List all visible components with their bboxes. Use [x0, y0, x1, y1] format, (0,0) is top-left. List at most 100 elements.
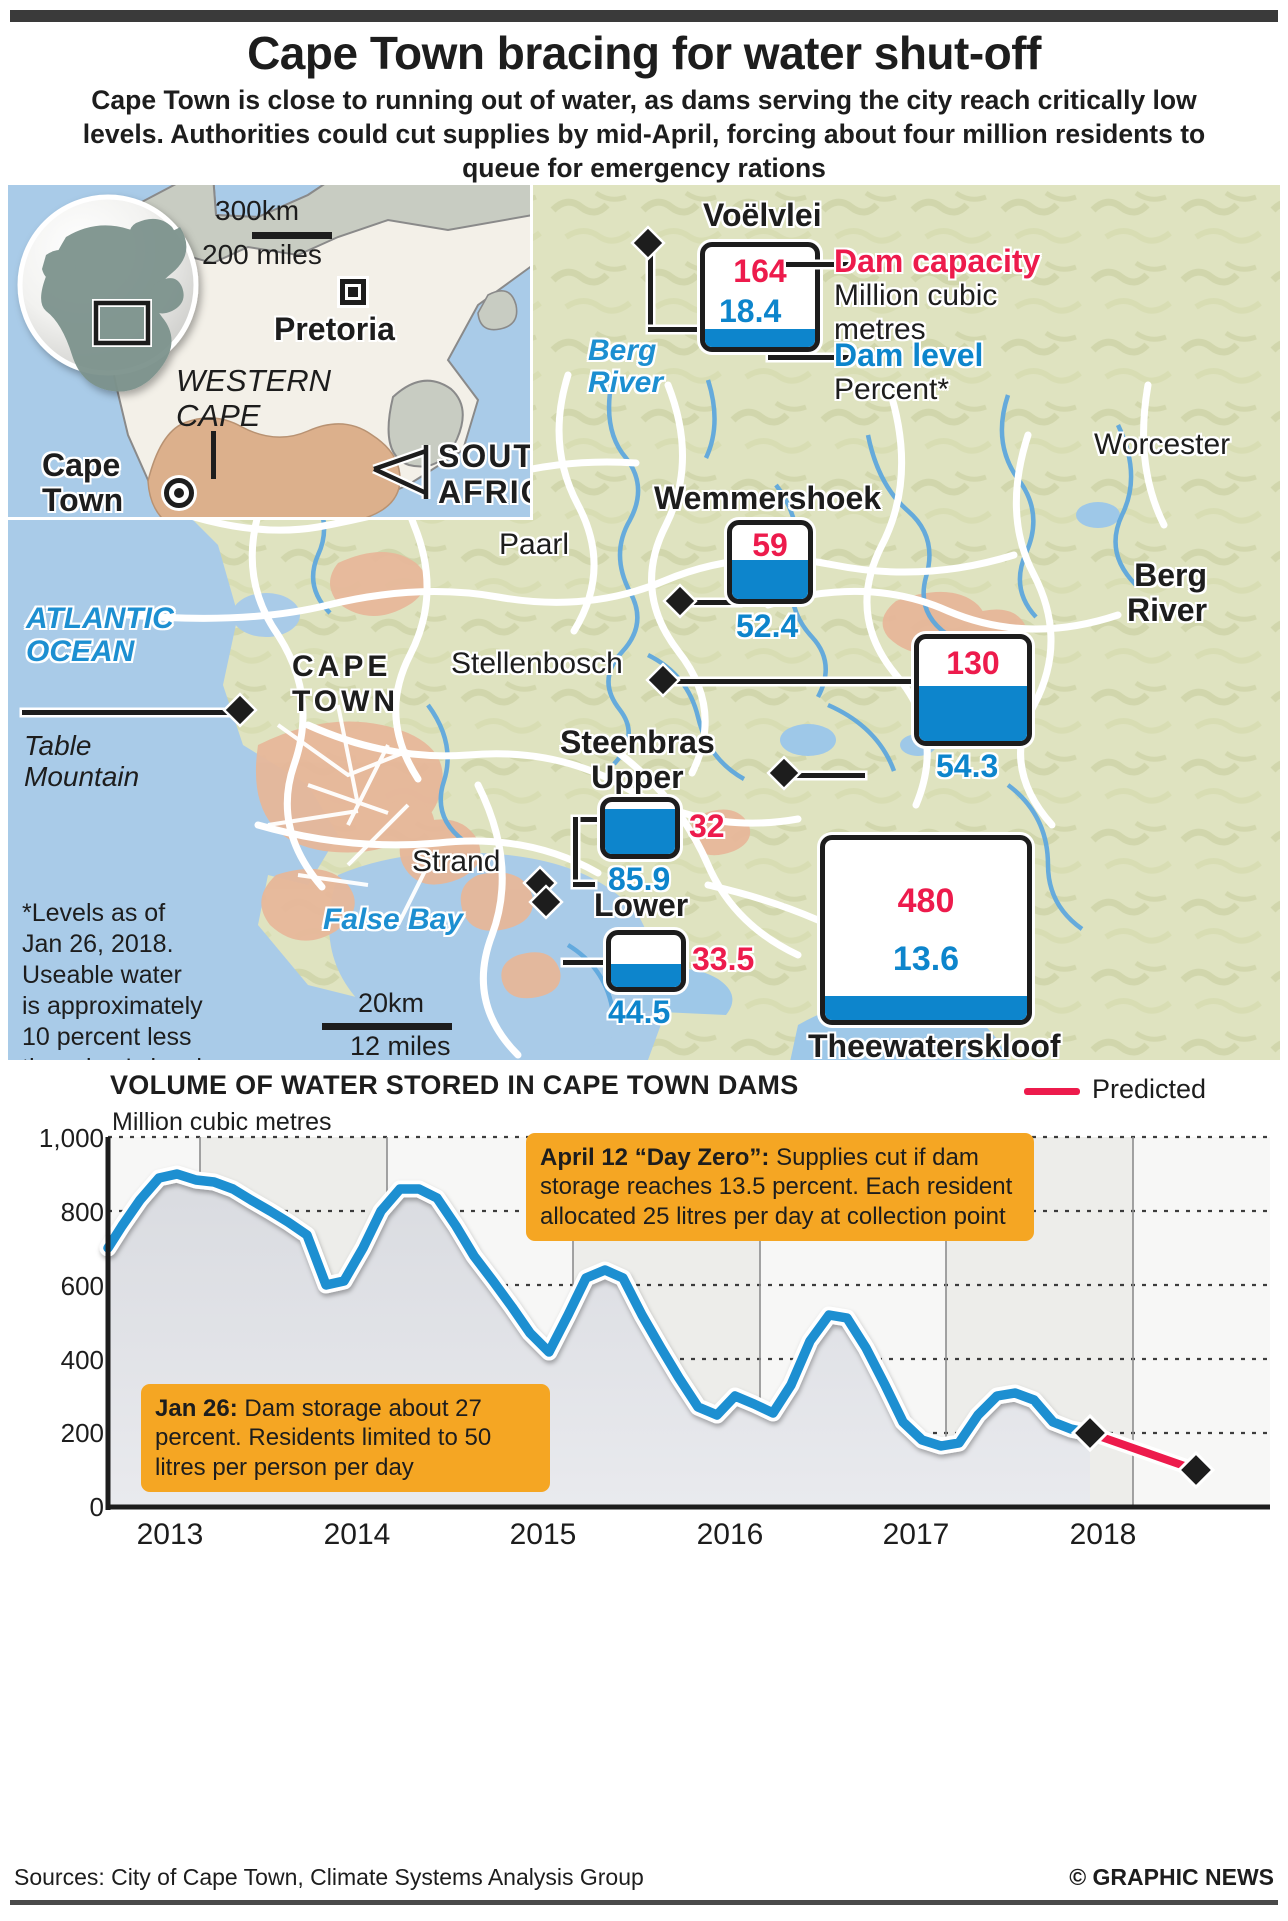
- top-rule: [10, 10, 1278, 22]
- callout-day-zero-title: April 12 “Day Zero”:: [540, 1144, 770, 1171]
- legend-level-leader: [768, 355, 876, 360]
- dam-label-steenbras-upper: Steenbras Upper: [560, 724, 715, 795]
- dam-fill-wemmershoek: [732, 560, 808, 599]
- inset-map: 300km 200 miles Pretoria WESTERN CAPE Ca…: [8, 185, 533, 520]
- dam-label-voelvlei: Voëlvlei: [703, 197, 822, 233]
- bottom-rule: [10, 1900, 1278, 1905]
- theewaterskloof-leader: [790, 773, 865, 778]
- dam-capacity-berg-river: 130: [946, 645, 1000, 681]
- dam-level-theewaterskloof: 13.6: [892, 940, 960, 978]
- legend-dam-capacity: Dam capacity: [834, 243, 1041, 279]
- legend-dam-level: Dam level: [834, 337, 984, 373]
- map-label-worcester: Worcester: [1094, 428, 1231, 461]
- dam-label-theewaterskloof: Theewaterskloof: [808, 1028, 1061, 1060]
- dam-level-wemmershoek: 52.4: [736, 608, 799, 644]
- legend-predicted-swatch: [1024, 1088, 1080, 1095]
- main-map: Berg River Worcester Paarl Stellenbosch …: [8, 185, 1280, 1060]
- inset-scale-km: 300km: [215, 195, 300, 226]
- standfirst: Cape Town is close to running out of wat…: [82, 85, 1206, 183]
- map-label-table-mountain: Table Mountain: [24, 730, 140, 793]
- inset-label-pretoria: Pretoria: [274, 311, 395, 347]
- callout-jan-26-text: Dam storage about 27 percent. Residents …: [155, 1395, 492, 1481]
- page-title: Cape Town bracing for water shut-off: [247, 27, 1041, 79]
- y-tick-600: 600: [60, 1271, 104, 1301]
- map-footnote: *Levels as of Jan 26, 2018. Useable wate…: [22, 899, 203, 1060]
- callout-day-zero-text: Supplies cut if dam storage reaches 13.5…: [540, 1144, 1013, 1230]
- dam-box-steenbras-upper: [600, 797, 680, 859]
- x-tick-2018: 2018: [1069, 1518, 1137, 1551]
- dam-box-steenbras-lower: [606, 930, 686, 992]
- map-label-atlantic-ocean: ATLANTIC OCEAN: [26, 602, 174, 668]
- legend-level-unit: Percent*: [834, 373, 950, 406]
- dam-fill-voelvlei: [705, 328, 815, 347]
- inset-scale-miles: 200 miles: [202, 239, 322, 270]
- steenbras-upper-leader-h: [573, 817, 619, 822]
- y-tick-0: 0: [89, 1492, 104, 1522]
- callout-jan-26: Jan 26: Dam storage about 27 percent. Re…: [141, 1384, 550, 1492]
- map-scale-miles: 12 miles: [350, 1031, 451, 1060]
- x-tick-2013: 2013: [136, 1518, 204, 1551]
- steenbras-lower-leader-h: [563, 960, 611, 965]
- map-label-cape-town: CAPE TOWN: [292, 650, 400, 719]
- dam-capacity-steenbras-upper-text: 32: [689, 808, 725, 844]
- dam-level-voelvlei: 18.4: [719, 293, 782, 329]
- legend-predicted-label: Predicted: [1092, 1074, 1207, 1104]
- x-tick-2017: 2017: [882, 1518, 950, 1551]
- x-tick-2015: 2015: [509, 1518, 577, 1551]
- map-label-berg-river: Berg River: [588, 334, 664, 400]
- y-tick-200: 200: [60, 1418, 104, 1448]
- chart-title: VOLUME OF WATER STORED IN CAPE TOWN DAMS: [110, 1070, 799, 1100]
- pretoria-marker: [340, 279, 366, 305]
- map-label-strand: Strand: [412, 845, 501, 878]
- south-africa-leader: [372, 445, 431, 499]
- dam-level-steenbras-upper: 85.9: [608, 861, 671, 897]
- y-tick-1000: 1,000: [38, 1123, 104, 1153]
- map-label-stellenbosch: Stellenbosch: [451, 647, 623, 680]
- map-scale-bar: [322, 1023, 452, 1030]
- credit-line: © GRAPHIC NEWS: [1069, 1864, 1274, 1890]
- inset-label-cape-town: Cape Town: [42, 447, 124, 519]
- sources-line: Sources: City of Cape Town, Climate Syst…: [14, 1864, 644, 1890]
- callout-day-zero: April 12 “Day Zero”: Supplies cut if dam…: [526, 1133, 1034, 1241]
- steenbras-upper-leader-v: [573, 817, 578, 887]
- dam-box-berg-river: 130: [914, 634, 1032, 746]
- dam-fill-theewaterskloof: [825, 995, 1027, 1020]
- dam-level-berg-river: 54.3: [936, 748, 999, 784]
- bergriver-leader: [668, 679, 918, 684]
- table-mountain-leader: [22, 710, 242, 715]
- western-cape-leader: [211, 431, 216, 479]
- dam-level-steenbras-lower: 44.5: [608, 994, 671, 1030]
- dam-label-wemmershoek: Wemmershoek: [654, 480, 882, 516]
- voelvlei-leader-v: [648, 247, 653, 332]
- legend-capacity-unit: Million cubic metres: [834, 279, 998, 346]
- inset-label-south-africa: SOUTH AFRICA: [438, 438, 533, 510]
- chart-y-axis-unit: Million cubic metres: [112, 1108, 332, 1136]
- dam-label-steenbras-lower: Lower: [594, 887, 689, 923]
- cape-town-marker: [164, 478, 194, 508]
- wemmershoek-leader-h: [680, 600, 740, 605]
- x-tick-2016: 2016: [696, 1518, 764, 1551]
- voelvlei-leader-h: [648, 327, 713, 332]
- legend-capacity-leader: [786, 262, 876, 267]
- dam-capacity-steenbras-lower-text: 33.5: [692, 941, 755, 977]
- dam-capacity-wemmershoek: 59: [752, 527, 788, 563]
- dam-capacity-voelvlei: 164: [733, 253, 787, 289]
- map-label-false-bay: False Bay: [323, 903, 464, 936]
- dam-box-wemmershoek: 59: [727, 520, 813, 604]
- dam-fill-berg-river: [919, 685, 1027, 741]
- dam-box-theewaterskloof: 480 13.6: [820, 835, 1032, 1025]
- dam-capacity-theewaterskloof: 480: [897, 882, 955, 920]
- callout-jan-26-title: Jan 26:: [155, 1395, 238, 1422]
- y-tick-800: 800: [60, 1197, 104, 1227]
- dam-label-berg-river-dam: Berg River: [1127, 557, 1208, 628]
- dam-fill-steenbras-lower: [611, 963, 681, 987]
- steenbras-upper-leader-b: [573, 882, 595, 887]
- dam-box-voelvlei: 164: [700, 242, 820, 352]
- dam-fill-steenbras-upper: [605, 809, 675, 854]
- map-label-paarl: Paarl: [499, 528, 570, 561]
- x-tick-2014: 2014: [323, 1518, 391, 1551]
- inset-label-western-cape: WESTERN CAPE: [176, 363, 331, 434]
- inset-scale-bar: [252, 232, 332, 239]
- map-scale-km: 20km: [358, 988, 425, 1018]
- y-tick-400: 400: [60, 1345, 104, 1375]
